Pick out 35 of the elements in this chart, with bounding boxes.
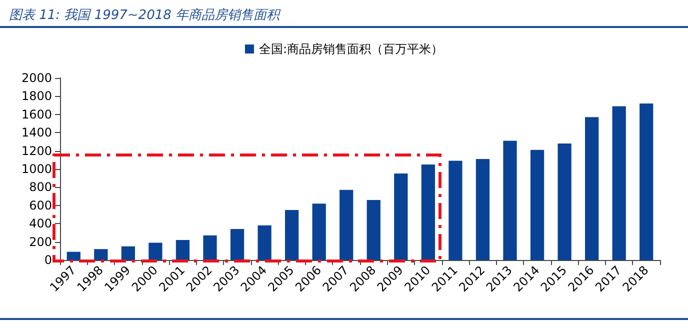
- bar: [203, 235, 217, 260]
- bar: [448, 160, 462, 260]
- bar: [421, 164, 435, 260]
- y-tick-label: 2000: [21, 71, 52, 85]
- bar: [394, 174, 408, 260]
- y-tick-label: 0: [44, 253, 52, 267]
- bar: [503, 140, 517, 260]
- bar: [94, 249, 108, 260]
- y-tick-label: 800: [29, 180, 52, 194]
- y-tick-label: 1000: [21, 162, 52, 176]
- bar: [612, 106, 626, 260]
- y-tick-label: 400: [29, 216, 52, 231]
- legend-label: 全国:商品房销售面积（百万平米）: [258, 42, 444, 56]
- bar: [230, 229, 244, 260]
- y-tick-label: 200: [29, 234, 52, 249]
- bar: [66, 252, 80, 260]
- bar: [340, 190, 354, 260]
- y-tick-label: 1600: [21, 107, 52, 122]
- bar: [640, 103, 654, 260]
- bar: [366, 200, 380, 260]
- bar: [176, 240, 190, 260]
- bar: [285, 210, 299, 260]
- bar: [258, 225, 272, 260]
- y-tick-label: 1400: [21, 126, 52, 140]
- bar: [148, 242, 162, 260]
- bar: [585, 117, 599, 260]
- y-tick-label: 1200: [21, 144, 52, 158]
- chart-title: 图表 11: 我国 1997~2018 年商品房销售面积: [9, 7, 282, 23]
- y-tick-label: 1800: [21, 89, 52, 104]
- bar: [476, 158, 490, 260]
- bar: [558, 144, 572, 260]
- bar: [530, 150, 544, 260]
- bar: [121, 246, 135, 260]
- bar: [312, 204, 326, 260]
- y-tick-label: 600: [29, 198, 52, 212]
